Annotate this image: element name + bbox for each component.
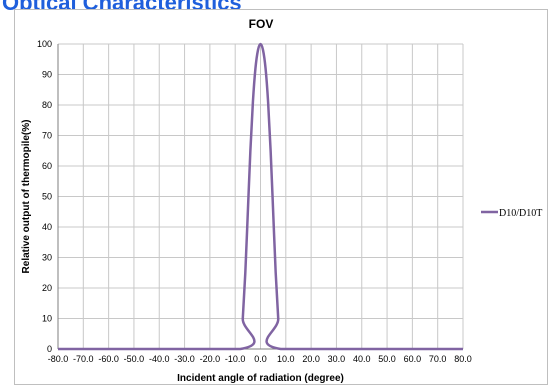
y-tick-label: 0	[47, 344, 52, 354]
y-tick-label: 100	[37, 39, 52, 49]
y-axis-title: Relative output of thermopile(%)	[21, 120, 32, 274]
x-tick-label: -20.0	[200, 354, 221, 364]
x-tick-label: 50.0	[378, 354, 396, 364]
y-tick-label: 40	[42, 222, 52, 232]
x-tick-label: 60.0	[404, 354, 422, 364]
y-tick-label: 90	[42, 70, 52, 80]
grid-lines	[57, 43, 464, 350]
y-tick-labels: 0 10 20 30 40 50 60 70 80 90 100	[37, 39, 52, 354]
x-tick-label: -30.0	[174, 354, 195, 364]
series-group	[58, 42, 463, 351]
x-tick-label: 20.0	[302, 354, 320, 364]
y-tick-label: 10	[42, 314, 52, 324]
series-line-d10	[58, 42, 463, 351]
chart-title: FOV	[249, 17, 274, 31]
x-tick-label: -50.0	[124, 354, 145, 364]
x-tick-label: -10.0	[225, 354, 246, 364]
y-tick-label: 20	[42, 283, 52, 293]
x-tick-label: 30.0	[328, 354, 346, 364]
x-tick-label: -60.0	[98, 354, 119, 364]
x-tick-label: -80.0	[48, 354, 69, 364]
y-tick-label: 70	[42, 131, 52, 141]
x-tick-label: -70.0	[73, 354, 94, 364]
y-tick-label: 80	[42, 100, 52, 110]
legend: D10/D10T	[481, 208, 542, 219]
x-tick-label: 40.0	[353, 354, 371, 364]
x-axis-title: Incident angle of radiation (degree)	[177, 373, 344, 384]
x-tick-label: 10.0	[277, 354, 295, 364]
y-tick-label: 50	[42, 192, 52, 202]
x-tick-label: -40.0	[149, 354, 170, 364]
x-tick-label: 80.0	[454, 354, 472, 364]
x-tick-labels: -80.0 -70.0 -60.0 -50.0 -40.0 -30.0 -20.0 -10.0…	[48, 354, 472, 364]
x-tick-label: 70.0	[429, 354, 447, 364]
y-tick-label: 60	[42, 161, 52, 171]
y-tick-label: 30	[42, 253, 52, 263]
legend-label: D10/D10T	[499, 208, 542, 219]
x-tick-label: 0.0	[254, 354, 267, 364]
